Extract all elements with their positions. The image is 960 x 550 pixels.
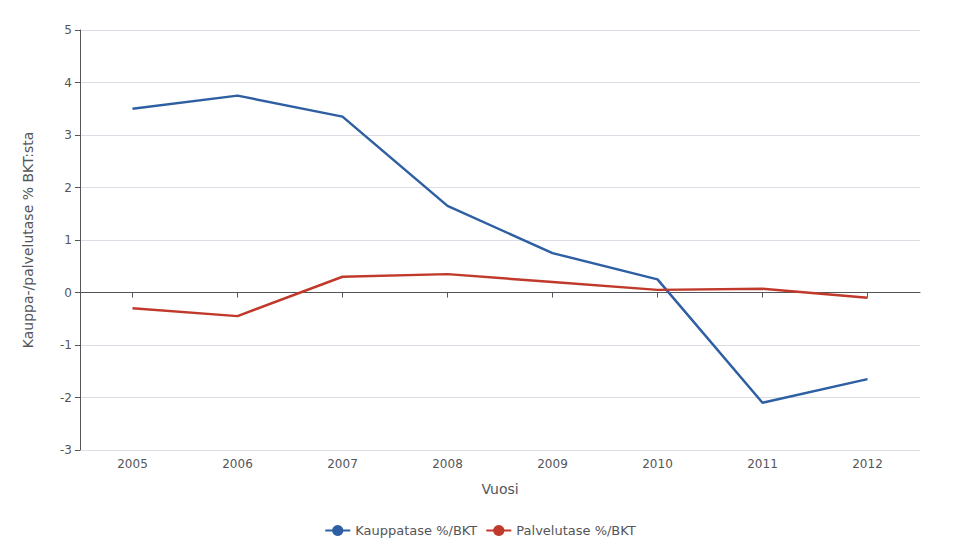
- svg-text:2008: 2008: [432, 457, 463, 471]
- svg-text:2009: 2009: [537, 457, 568, 471]
- svg-text:4: 4: [64, 76, 72, 90]
- svg-text:-3: -3: [60, 443, 72, 457]
- svg-text:Kauppa-/palvelutase % BKT:sta: Kauppa-/palvelutase % BKT:sta: [20, 132, 36, 349]
- svg-text:2010: 2010: [642, 457, 673, 471]
- svg-text:-1: -1: [60, 338, 72, 352]
- svg-text:Vuosi: Vuosi: [481, 481, 518, 497]
- svg-text:2006: 2006: [222, 457, 253, 471]
- svg-text:2: 2: [64, 181, 72, 195]
- svg-text:2011: 2011: [747, 457, 778, 471]
- svg-text:5: 5: [64, 23, 72, 37]
- svg-text:2007: 2007: [327, 457, 358, 471]
- svg-text:3: 3: [64, 128, 72, 142]
- svg-text:Kauppatase %/BKT: Kauppatase %/BKT: [355, 523, 477, 538]
- svg-text:1: 1: [64, 233, 72, 247]
- svg-text:0: 0: [64, 286, 72, 300]
- svg-text:2012: 2012: [852, 457, 883, 471]
- svg-text:Palvelutase %/BKT: Palvelutase %/BKT: [516, 523, 636, 538]
- svg-text:-2: -2: [60, 391, 72, 405]
- svg-text:2005: 2005: [117, 457, 148, 471]
